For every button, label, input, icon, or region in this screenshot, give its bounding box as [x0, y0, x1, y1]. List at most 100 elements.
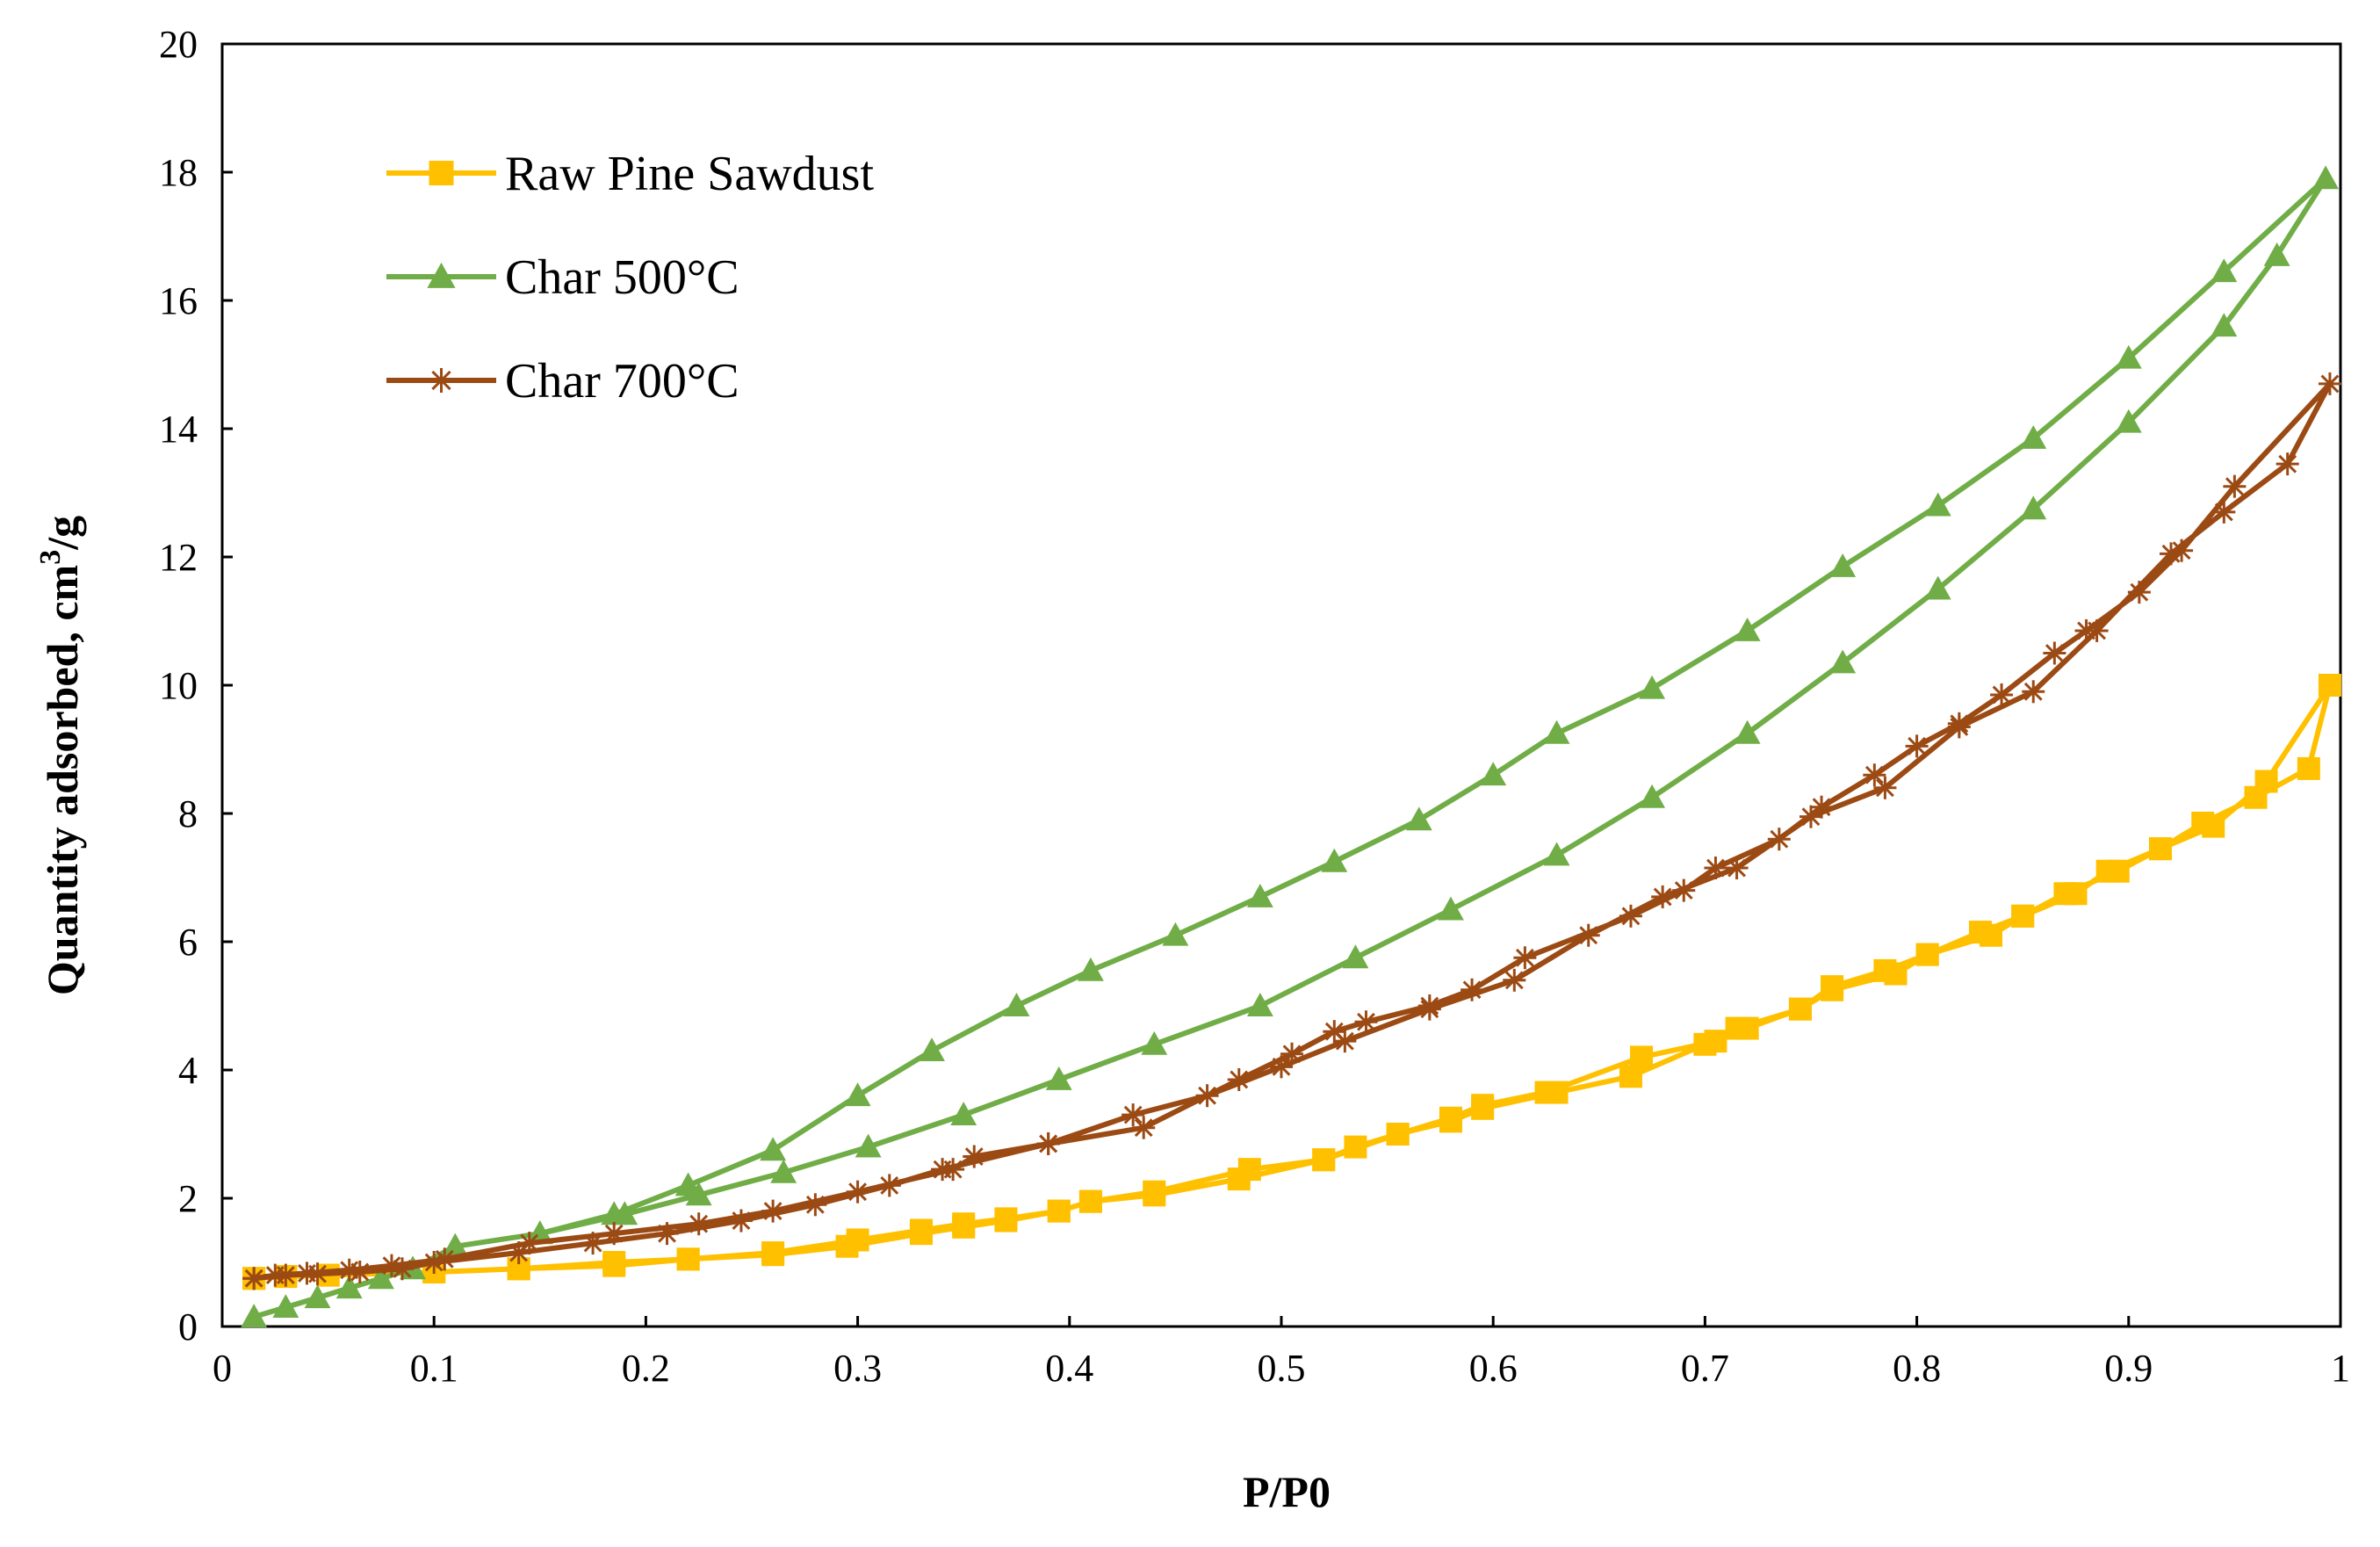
- data-point-square: [1471, 1096, 1495, 1120]
- x-tick-label: 0.6: [1469, 1347, 1518, 1390]
- data-point-square: [761, 1243, 785, 1267]
- data-point-star: [1195, 1084, 1219, 1108]
- data-point-star: [1990, 683, 2014, 706]
- x-tick-label: 0.2: [622, 1347, 670, 1390]
- x-tick-label: 0.3: [833, 1347, 882, 1390]
- data-point-star: [1227, 1067, 1251, 1091]
- data-point-star: [2212, 500, 2236, 524]
- data-point-star: [602, 1222, 626, 1246]
- data-point-triangle: [1405, 806, 1432, 831]
- data-point-square: [2011, 904, 2035, 928]
- data-point-star: [2022, 680, 2045, 704]
- data-point-star: [379, 1254, 403, 1277]
- data-point-triangle: [1077, 957, 1104, 981]
- data-point-triangle: [1639, 784, 1666, 808]
- x-tick-label: 1: [2331, 1347, 2350, 1390]
- y-tick-label: 16: [159, 279, 198, 322]
- data-point-star: [2074, 618, 2098, 642]
- x-tick-label: 0.4: [1045, 1347, 1093, 1390]
- y-tick-label: 12: [159, 536, 198, 579]
- series-char-500-c: [241, 165, 2340, 1328]
- data-point-star: [1619, 904, 1642, 928]
- data-point-triangle: [1543, 719, 1570, 744]
- data-point-triangle: [1246, 993, 1273, 1016]
- data-point-star: [1651, 885, 1675, 908]
- data-point-star: [429, 368, 454, 393]
- y-tick-label: 10: [159, 664, 198, 707]
- data-point-triangle: [1246, 883, 1273, 907]
- data-point-star: [433, 1247, 457, 1271]
- y-tick-label: 2: [178, 1177, 198, 1220]
- data-point-square: [994, 1209, 1018, 1233]
- y-axis-title-superscript: 3: [34, 550, 67, 565]
- legend-label: Raw Pine Sawdust: [505, 147, 874, 201]
- data-point-triangle: [855, 1133, 882, 1158]
- data-point-triangle: [367, 1265, 394, 1290]
- data-point-square: [2297, 756, 2320, 780]
- data-point-star: [877, 1174, 901, 1197]
- data-point-triangle: [2263, 242, 2290, 266]
- data-point-triangle: [1543, 842, 1570, 866]
- data-point-square: [1312, 1148, 1336, 1172]
- data-point-star: [1863, 763, 1886, 787]
- data-point-triangle: [304, 1284, 331, 1309]
- data-point-star: [1354, 1010, 1378, 1034]
- data-point-star: [761, 1199, 785, 1223]
- data-point-star: [1672, 878, 1696, 902]
- data-point-square: [1227, 1167, 1251, 1191]
- data-point-star: [1036, 1131, 1060, 1155]
- data-point-triangle: [1342, 944, 1369, 969]
- data-point-triangle: [1734, 618, 1761, 641]
- data-point-triangle: [950, 1102, 977, 1126]
- data-point-triangle: [1734, 719, 1761, 744]
- data-point-square: [1821, 975, 1844, 999]
- data-point-square: [2053, 882, 2077, 906]
- y-tick-label: 6: [178, 921, 198, 964]
- y-axis-title: Quantity adsorbed, cm3/g: [34, 516, 87, 995]
- data-point-triangle: [1924, 492, 1951, 517]
- data-point-square: [2318, 674, 2341, 697]
- data-point-star: [337, 1258, 361, 1282]
- data-point-square: [1725, 1016, 1749, 1040]
- data-point-square: [2202, 814, 2225, 838]
- data-point-square: [1630, 1045, 1654, 1069]
- legend-item: Char 700°C: [386, 354, 739, 408]
- x-tick-label: 0.1: [410, 1347, 458, 1390]
- x-tick-label: 0.7: [1681, 1347, 1729, 1390]
- x-axis-ticks: 0 0.1 0.2 0.3 0.4 0.5 0.6 0.7 0.8 0.9 1: [213, 1316, 2350, 1390]
- data-point-star: [1503, 968, 1526, 992]
- data-point-triangle: [770, 1159, 797, 1183]
- data-point-star: [1121, 1103, 1145, 1127]
- data-point-triangle: [674, 1172, 702, 1196]
- data-point-star: [1132, 1116, 1156, 1139]
- y-axis-title-main: Quantity adsorbed, cm: [38, 565, 87, 995]
- data-point-star: [687, 1212, 710, 1236]
- data-point-star: [1460, 978, 1484, 1001]
- series-char-700-c: [242, 372, 2341, 1290]
- data-point-triangle: [2115, 344, 2142, 369]
- x-tick-label: 0.9: [2104, 1347, 2153, 1390]
- data-point-star: [846, 1180, 869, 1204]
- data-point-star: [1417, 994, 1441, 1017]
- data-point-square: [1545, 1081, 1569, 1104]
- data-point-star: [1323, 1020, 1346, 1044]
- data-point-star: [1513, 946, 1537, 970]
- data-point-square: [1619, 1065, 1642, 1088]
- data-point-star: [963, 1145, 986, 1168]
- data-point-star: [2127, 581, 2151, 604]
- data-point-square: [602, 1254, 626, 1277]
- y-tick-label: 4: [178, 1049, 198, 1092]
- data-point-square: [2148, 837, 2172, 861]
- y-tick-label: 20: [159, 23, 198, 66]
- data-point-square: [835, 1234, 859, 1258]
- data-point-square: [1968, 921, 1992, 944]
- data-point-star: [2275, 452, 2299, 476]
- x-tick-label: 0.5: [1258, 1347, 1306, 1390]
- data-point-square: [2254, 770, 2278, 793]
- data-point-star: [2223, 474, 2247, 498]
- y-axis-title-suffix: /g: [38, 516, 87, 551]
- data-point-triangle: [1045, 1066, 1072, 1090]
- legend: Raw Pine Sawdust Char 500°C Char 700°C: [386, 147, 874, 408]
- data-point-triangle: [1438, 896, 1464, 921]
